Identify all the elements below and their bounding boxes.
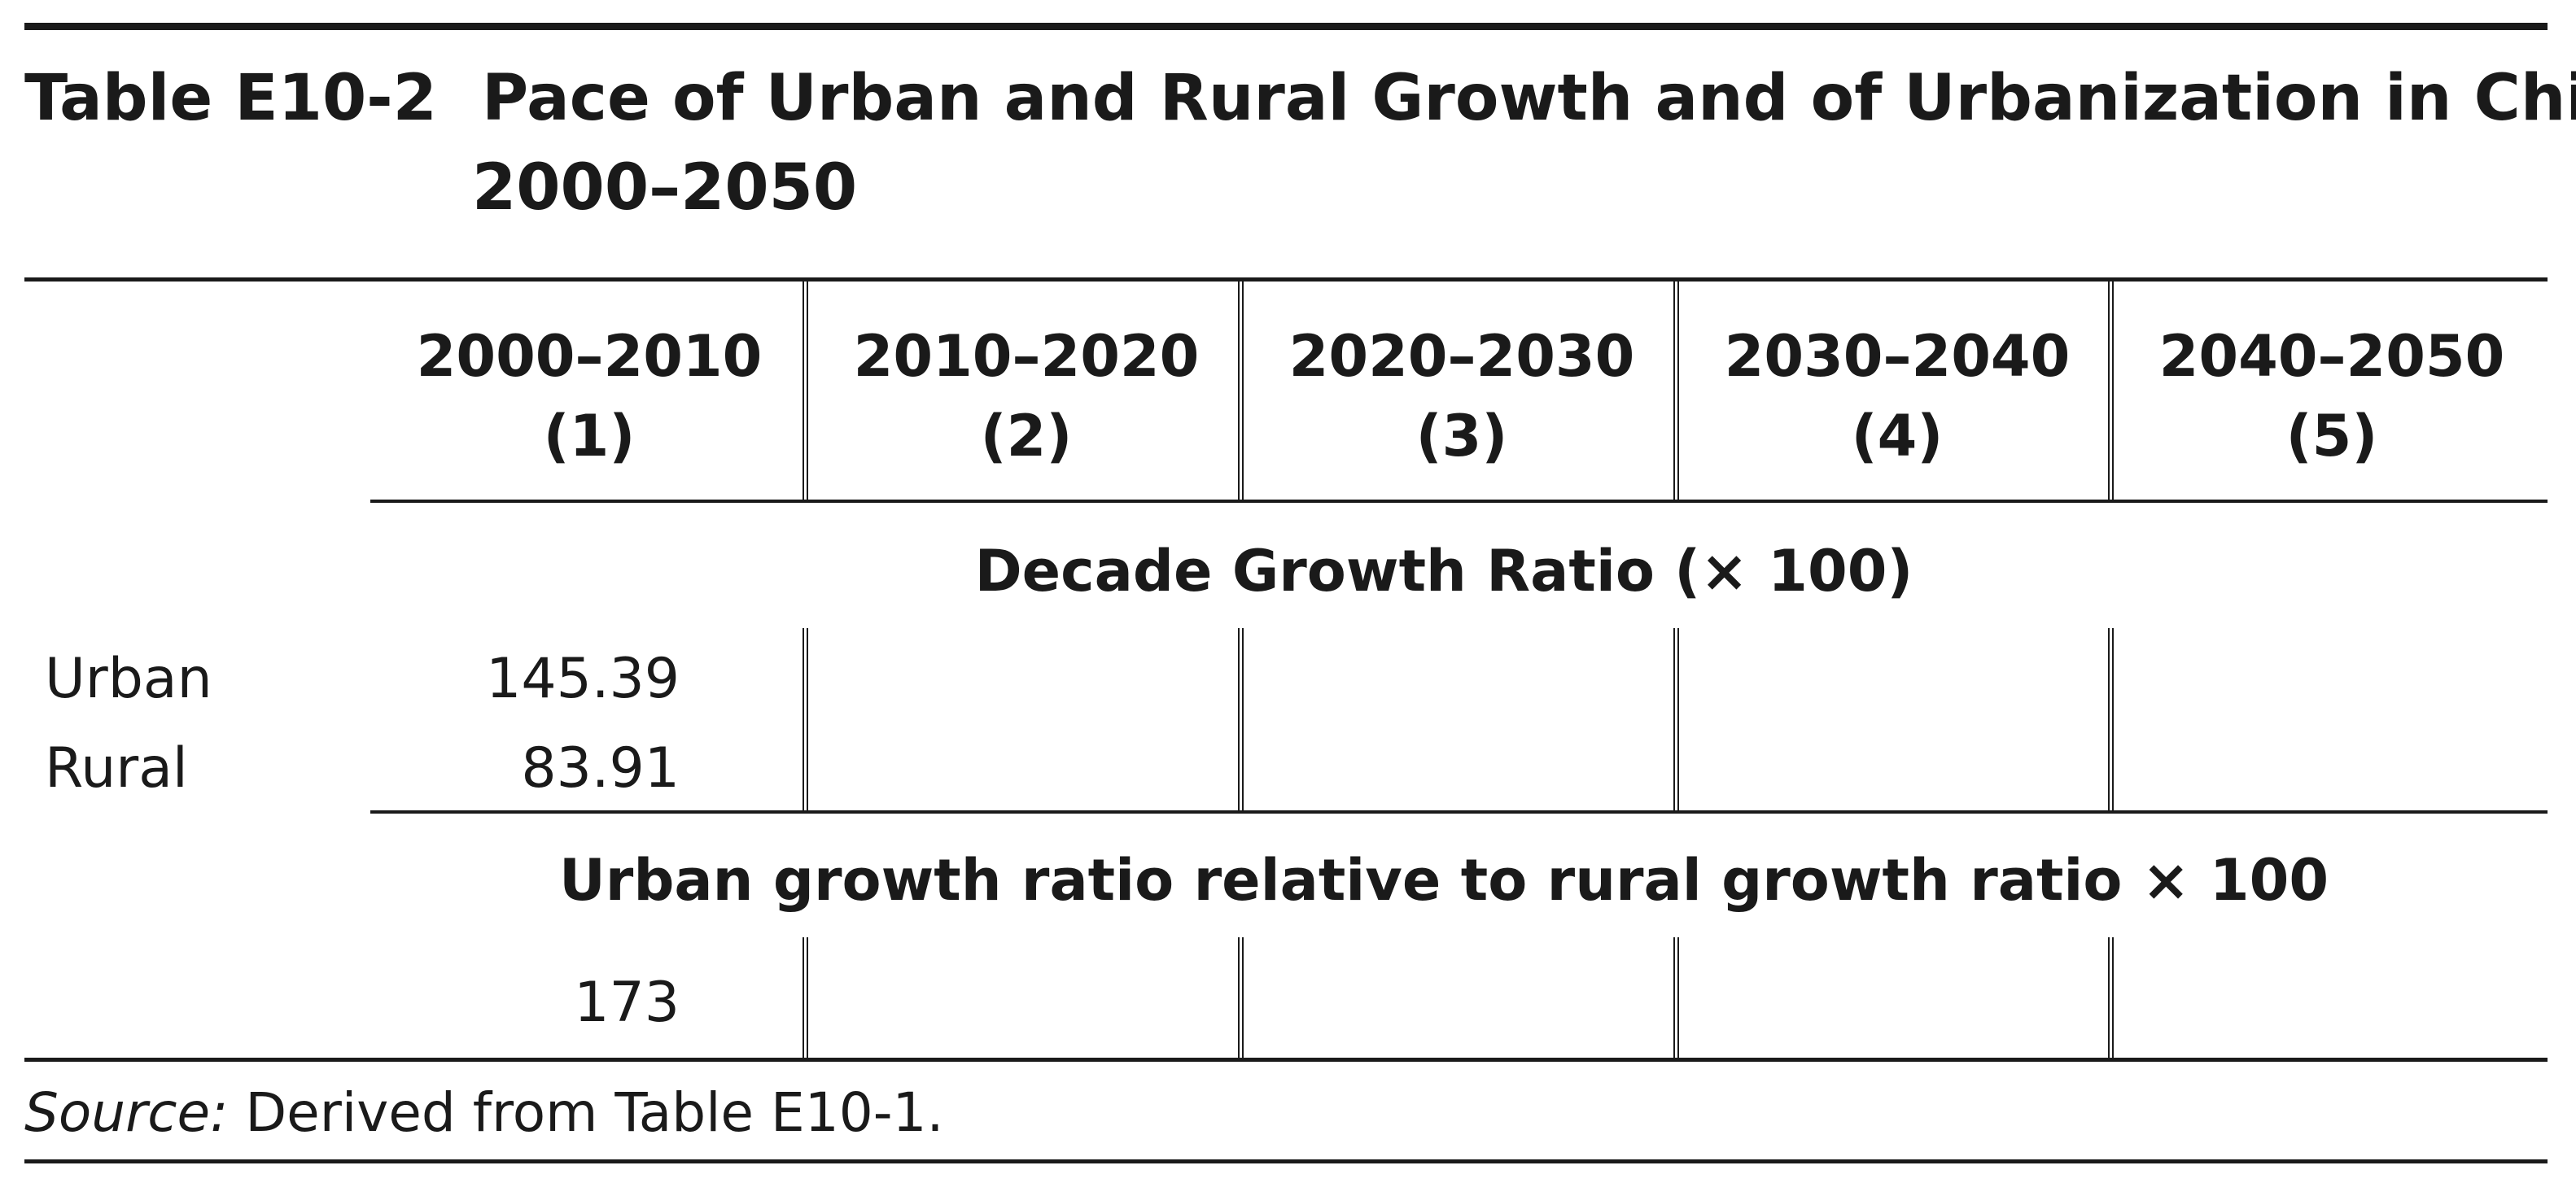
table-title-line-2: 2000–2050 <box>472 151 858 225</box>
column-header-2: 2010–2020 (2) <box>815 316 1238 476</box>
column-divider <box>2108 937 2114 1059</box>
column-header-5: 2040–2050 (5) <box>2120 316 2543 476</box>
column-divider <box>1238 282 1244 503</box>
column-number: (1) <box>543 403 636 469</box>
column-divider <box>1673 937 1679 1059</box>
column-divider <box>803 628 808 814</box>
column-header-3: 2020–2030 (3) <box>1250 316 1673 476</box>
section-heading-growth-ratio: Decade Growth Ratio (× 100) <box>974 538 1913 605</box>
column-years: 2030–2040 <box>1724 323 2071 390</box>
table-bottom-rule <box>24 1058 2548 1062</box>
table-title-line-1: Pace of Urban and Rural Growth and of Ur… <box>482 62 2576 135</box>
column-header-4: 2030–2040 (4) <box>1686 316 2109 476</box>
column-divider <box>803 937 808 1059</box>
source-label: Source: <box>24 1081 229 1144</box>
column-header-1: 2000–2010 (1) <box>378 316 801 476</box>
source-note: Source: Derived from Table E10-1. <box>24 1072 943 1154</box>
top-rule <box>24 23 2548 30</box>
column-divider <box>1673 282 1679 503</box>
section-divider-rule <box>370 810 2548 814</box>
column-divider <box>2108 628 2114 814</box>
table-label: Table E10-2 <box>24 62 437 135</box>
table-cell: 145.39 <box>486 647 680 711</box>
source-text: Derived from Table E10-1. <box>228 1081 944 1144</box>
row-label-urban: Urban <box>45 647 212 711</box>
column-years: 2000–2010 <box>416 323 763 390</box>
column-number: (3) <box>1415 403 1508 469</box>
table-cell: 83.91 <box>521 736 680 801</box>
row-label-rural: Rural <box>45 736 188 801</box>
column-divider <box>2108 282 2114 503</box>
column-number: (2) <box>980 403 1073 469</box>
column-divider <box>1238 628 1244 814</box>
title-bottom-rule <box>24 277 2548 282</box>
column-number: (5) <box>2285 403 2378 469</box>
table-cell: 173 <box>574 971 680 1035</box>
column-years: 2010–2020 <box>853 323 1200 390</box>
column-years: 2020–2030 <box>1288 323 1635 390</box>
column-divider <box>1673 628 1679 814</box>
column-divider <box>803 282 808 503</box>
header-bottom-rule <box>370 500 2548 503</box>
column-years: 2040–2050 <box>2158 323 2505 390</box>
column-divider <box>1238 937 1244 1059</box>
footer-rule <box>24 1159 2548 1163</box>
section-heading-relative-ratio: Urban growth ratio relative to rural gro… <box>558 847 2329 914</box>
column-number: (4) <box>1851 403 1944 469</box>
